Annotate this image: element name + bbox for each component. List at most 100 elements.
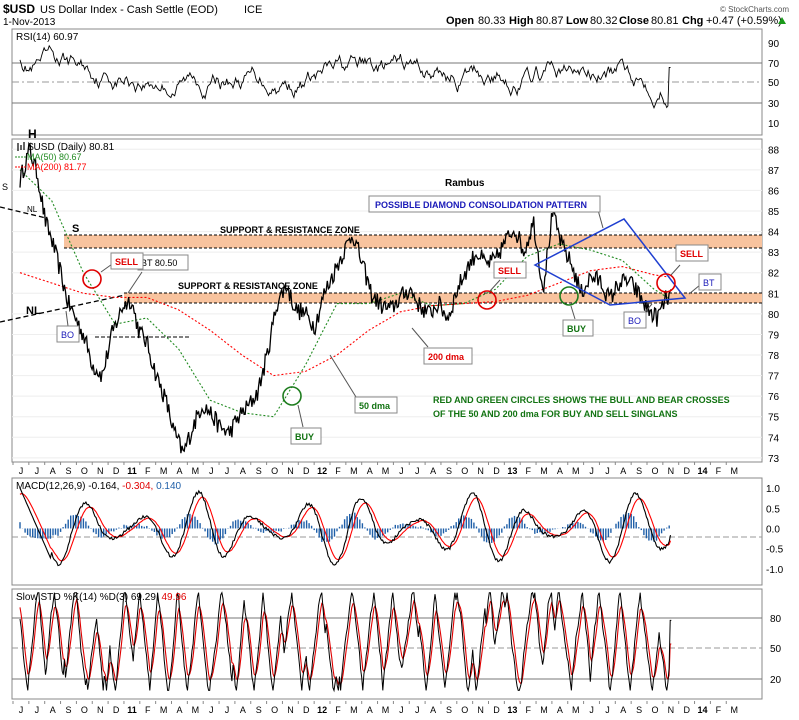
ohlc-high-label: High	[509, 15, 534, 27]
price-tick: 86	[768, 186, 780, 197]
chart-date: 1-Nov-2013	[3, 17, 56, 28]
sto-month-label: D	[493, 705, 500, 715]
ma50-label-box	[354, 396, 398, 414]
sto-panel-frame	[11, 588, 763, 700]
ohlc-open-label: Open	[446, 15, 474, 27]
price-month-label: 11	[127, 466, 137, 476]
neckline-label-small: NL	[27, 205, 38, 214]
sto-month-label: J	[605, 705, 610, 715]
sto-legend-text: Slow STO %K(14) %D(3) 69.29, 49.96	[16, 592, 187, 603]
sell-label: SELL	[498, 266, 522, 276]
sto-tick: 80	[770, 614, 782, 625]
rsi-tick: 90	[768, 39, 780, 50]
sto-month-label: N	[97, 705, 104, 715]
macd-tick: 0.0	[766, 524, 780, 535]
sto-x-axis: J J A S O N D 11 F M A M J J A S O N D 12 F M A M J J A S O N D 13 F M A M J…	[12, 701, 739, 715]
price-tick: 78	[768, 351, 780, 362]
price-month-label: N	[668, 466, 675, 476]
price-tick: 79	[768, 330, 780, 341]
price-tick: 76	[768, 392, 780, 403]
macd-line	[19, 487, 672, 567]
price-month-label: A	[367, 466, 373, 476]
ma200-label-box	[423, 347, 473, 365]
price-tick: 80	[768, 310, 780, 321]
bt-callout-line	[688, 284, 701, 295]
sell-callout-line	[670, 264, 681, 276]
rsi-tick: 30	[768, 99, 780, 110]
price-month-label: M	[192, 466, 200, 476]
sto-month-label: A	[620, 705, 626, 715]
sto-month-label: F	[525, 705, 531, 715]
price-tick: 85	[768, 207, 780, 218]
ohlc-low-label: Low	[566, 15, 588, 27]
sto-month-label: J	[225, 705, 230, 715]
sto-month-label: A	[50, 705, 56, 715]
ma200-line	[19, 266, 670, 377]
rsi-axis-ticks: 90 70 50 30 10	[768, 39, 780, 130]
sto-month-label: O	[271, 705, 278, 715]
sell-circle	[82, 269, 102, 289]
sto-month-label: J	[589, 705, 594, 715]
candle-icon	[17, 142, 25, 151]
macd-panel: -1.0 -0.5 0.0 0.5 1.0 MACD(12,26,9) -0.164, …	[11, 477, 784, 586]
chart-header: $USD US Dollar Index - Cash Settle (EOD)…	[3, 2, 789, 28]
price-month-label: A	[557, 466, 563, 476]
ma50-legend-label: MA(50) 80.67	[27, 152, 82, 162]
ohlc-chg-label: Chg	[682, 15, 703, 27]
sto-tick: 20	[770, 675, 782, 686]
ma200-label: 200 dma	[428, 352, 465, 362]
sto-month-label: M	[382, 705, 390, 715]
author-label: Rambus	[445, 178, 485, 189]
price-month-label: J	[19, 466, 24, 476]
watermark: © StockCharts.com	[720, 5, 789, 14]
sto-month-label: S	[636, 705, 642, 715]
chg-up-arrow-icon	[778, 17, 786, 24]
sto-month-label: 14	[698, 705, 708, 715]
diamond-label: POSSIBLE DIAMOND CONSOLIDATION PATTERN	[375, 200, 587, 210]
crosses-note-line1: RED AND GREEN CIRCLES SHOWS THE BULL AND…	[433, 395, 730, 405]
macd-legend-text: MACD(12,26,9) -0.164, -0.304, 0.140	[16, 481, 182, 492]
price-tick: 77	[768, 372, 780, 383]
sto-k-line	[19, 591, 672, 693]
price-month-label: S	[446, 466, 452, 476]
price-month-label: O	[81, 466, 88, 476]
sell-label-box	[493, 261, 527, 279]
buy-callout-line	[297, 404, 304, 428]
bo-label: BO	[628, 316, 641, 326]
price-month-label: N	[287, 466, 294, 476]
neckline-lower	[0, 294, 126, 323]
diamond-callout-line	[597, 209, 604, 229]
sell-circle	[477, 290, 497, 310]
price-month-label: S	[636, 466, 642, 476]
price-month-label: A	[176, 466, 182, 476]
ohlc-low-value: 80.32	[590, 15, 618, 27]
sto-month-label: F	[335, 705, 341, 715]
sto-month-label: D	[303, 705, 310, 715]
price-tick: 82	[768, 269, 780, 280]
sto-month-label: S	[256, 705, 262, 715]
buy-callout-line	[570, 305, 576, 320]
price-tick: 74	[768, 433, 780, 444]
price-month-label: J	[209, 466, 214, 476]
sto-tick: 50	[770, 644, 782, 655]
sto-month-label: M	[731, 705, 739, 715]
macd-tick: 0.5	[766, 504, 780, 515]
rsi-tick: 70	[768, 59, 780, 70]
price-month-label: A	[430, 466, 436, 476]
price-month-label: D	[113, 466, 120, 476]
sto-month-label: O	[81, 705, 88, 715]
bo-label: BO	[61, 330, 74, 340]
bo-label-box	[623, 311, 647, 329]
price-month-label: D	[303, 466, 310, 476]
ohlc-open-value: 80.33	[478, 15, 506, 27]
sto-month-label: D	[683, 705, 690, 715]
price-month-label: 12	[317, 466, 327, 476]
price-x-axis: J J A S O N D 11 F M A M J J A S O N D 12 F M A M J J A S O N D 13 F M A M J…	[12, 462, 738, 476]
price-legend-title: $USD (Daily) 80.81	[28, 142, 115, 153]
price-month-label: J	[35, 466, 40, 476]
price-tick: 87	[768, 166, 780, 177]
ohlc-close-value: 80.81	[651, 15, 679, 27]
macd-tick: 1.0	[766, 484, 780, 495]
buy-label-box	[290, 427, 322, 445]
